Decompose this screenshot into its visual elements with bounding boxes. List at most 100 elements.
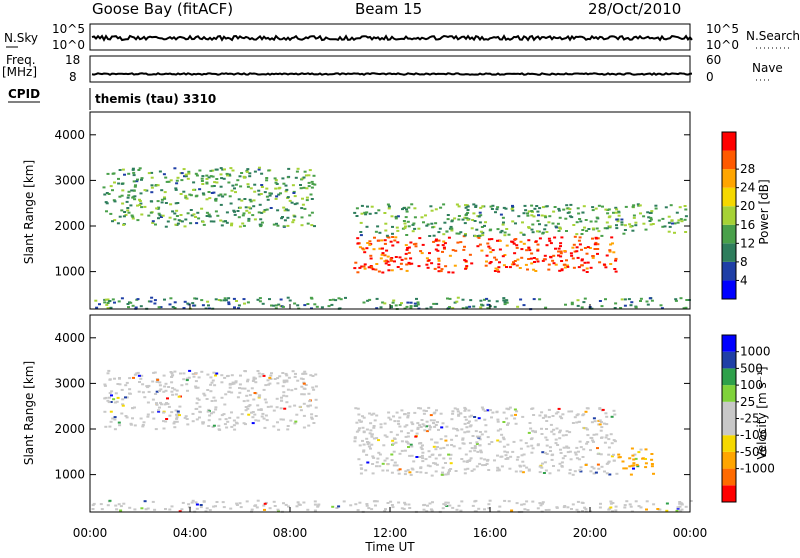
echo-cell	[327, 305, 331, 308]
echo-cell	[565, 204, 569, 207]
echo-cell	[161, 214, 165, 217]
echo-cell	[220, 414, 224, 417]
echo-cell	[563, 455, 567, 457]
echo-cell	[668, 225, 672, 228]
echo-cell	[281, 385, 285, 388]
echo-cell	[652, 503, 656, 506]
echo-cell	[589, 470, 593, 473]
echo-cell	[648, 297, 652, 300]
echo-cell	[320, 306, 324, 309]
echo-cell	[112, 398, 116, 401]
echo-cell	[366, 461, 370, 464]
echo-cell	[511, 241, 515, 244]
echo-cell	[186, 302, 190, 305]
echo-cell	[387, 205, 391, 208]
echo-cell	[170, 381, 174, 384]
echo-cell	[511, 204, 514, 207]
echo-cell	[121, 189, 125, 192]
echo-region	[353, 203, 688, 238]
echo-cell	[538, 298, 542, 301]
echo-cell	[495, 300, 499, 303]
echo-cell	[111, 172, 115, 175]
echo-cell	[293, 195, 297, 198]
echo-cell	[544, 306, 548, 309]
echo-cell	[373, 236, 376, 239]
echo-cell	[262, 210, 266, 213]
echo-cell	[429, 508, 433, 511]
echo-cell	[602, 422, 606, 425]
echo-cell	[223, 376, 227, 379]
echo-cell	[430, 438, 434, 441]
echo-cell	[187, 506, 191, 509]
echo-cell	[339, 298, 343, 301]
echo-cell	[424, 214, 427, 217]
echo-cell	[238, 383, 242, 386]
echo-cell	[239, 185, 243, 188]
x-tick-label: 08:00	[273, 526, 308, 540]
echo-cell	[558, 429, 562, 432]
echo-cell	[463, 472, 467, 475]
echo-cell	[361, 415, 364, 418]
echo-cell	[238, 225, 242, 228]
echo-cell	[448, 254, 452, 257]
echo-cell	[525, 500, 529, 503]
echo-cell	[471, 219, 475, 221]
echo-cell	[272, 409, 276, 412]
echo-cell	[406, 301, 410, 304]
echo-cell	[136, 178, 139, 181]
echo-cell	[413, 207, 417, 210]
echo-cell	[448, 504, 452, 507]
echo-cell	[459, 241, 463, 244]
echo-cell	[389, 418, 393, 421]
echo-cell	[501, 436, 505, 439]
echo-cell	[240, 387, 244, 390]
echo-cell	[556, 444, 560, 446]
echo-cell	[391, 506, 395, 509]
echo-cell	[504, 458, 508, 460]
echo-cell	[143, 396, 147, 399]
echo-cell	[256, 499, 260, 502]
echo-cell	[472, 305, 476, 308]
echo-cell	[592, 467, 596, 470]
echo-cell	[355, 207, 359, 210]
echo-cell	[464, 408, 468, 411]
echo-cell	[554, 247, 557, 250]
echo-cell	[146, 401, 150, 404]
echo-cell	[555, 427, 559, 430]
echo-cell	[230, 224, 233, 227]
echo-cell	[407, 251, 411, 254]
echo-cell	[378, 247, 382, 250]
echo-cell	[425, 430, 429, 433]
echo-cell	[499, 455, 503, 458]
echo-cell	[436, 244, 440, 247]
echo-cell	[541, 416, 545, 419]
echo-cell	[386, 469, 389, 472]
echo-cell	[391, 244, 395, 247]
echo-cell	[282, 381, 286, 384]
echo-cell	[504, 207, 508, 210]
echo-cell	[502, 206, 506, 209]
echo-cell	[505, 266, 508, 268]
echo-cell	[530, 214, 534, 217]
echo-cell	[433, 441, 437, 444]
y-tick-label: 4000	[54, 128, 85, 142]
echo-cell	[113, 418, 117, 421]
echo-cell	[195, 507, 199, 510]
echo-cell	[359, 420, 363, 423]
echo-cell	[283, 407, 287, 410]
echo-cell	[300, 385, 304, 388]
echo-cell	[427, 450, 431, 453]
echo-cell	[106, 302, 110, 304]
echo-cell	[617, 211, 621, 214]
echo-cell	[365, 503, 369, 505]
echo-cell	[519, 439, 523, 442]
echo-cell	[608, 507, 612, 510]
echo-cell	[200, 177, 204, 180]
echo-cell	[524, 209, 528, 212]
echo-cell	[429, 426, 433, 429]
echo-cell	[684, 208, 688, 211]
echo-cell	[558, 431, 562, 434]
echo-cell	[224, 299, 228, 302]
echo-cell	[164, 202, 168, 204]
echo-cell	[269, 405, 273, 408]
